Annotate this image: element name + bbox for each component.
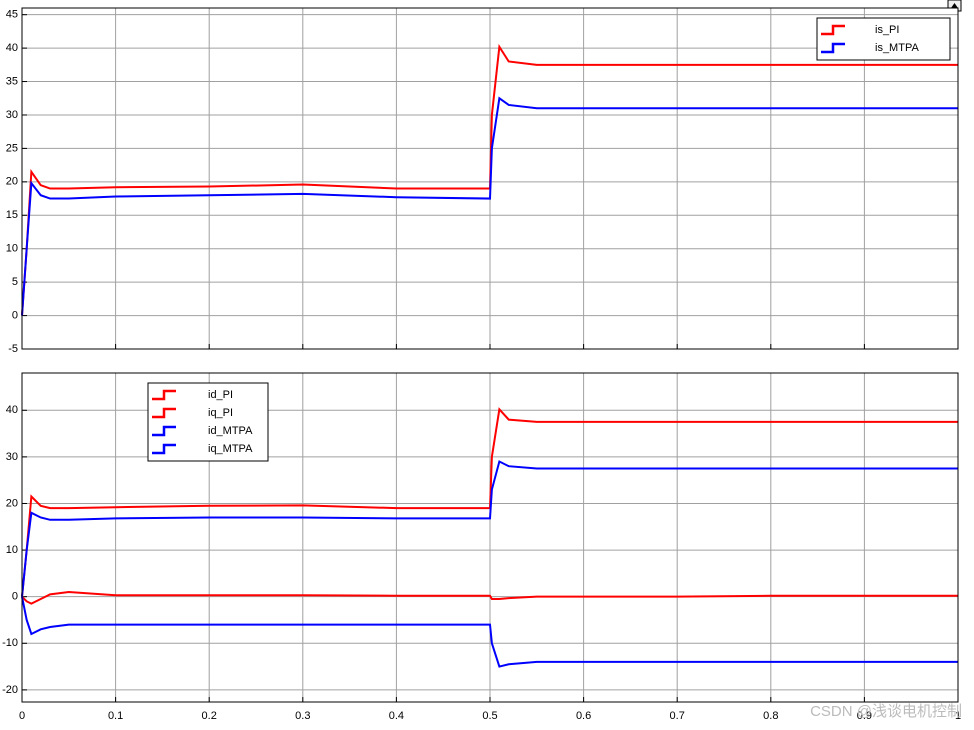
y-tick-label: -10 — [2, 637, 18, 649]
y-tick-label: 40 — [6, 42, 18, 54]
y-tick-label: -20 — [2, 684, 18, 696]
y-tick-label: 15 — [6, 209, 18, 221]
legend-swatch — [821, 24, 845, 36]
y-tick-label: 30 — [6, 109, 18, 121]
watermark: CSDN @浅谈电机控制 — [810, 703, 962, 720]
legend-label: iq_MTPA — [208, 443, 253, 455]
x-tick-label: 0.5 — [482, 710, 497, 722]
x-tick-label: 0.2 — [202, 710, 217, 722]
legend-label: is_PI — [875, 24, 899, 36]
y-tick-label: 5 — [12, 276, 18, 288]
legend: id_PI iq_PI id_MTPA iq_MTPA — [147, 382, 269, 462]
x-tick-label: 0.1 — [108, 710, 123, 722]
x-tick-label: 0.6 — [576, 710, 591, 722]
legend-swatch — [152, 407, 176, 419]
restore-icon — [951, 3, 958, 8]
data-line — [21, 591, 958, 605]
legend-swatch — [152, 389, 176, 401]
x-tick-label: 0 — [19, 710, 25, 722]
y-tick-label: 35 — [6, 75, 18, 87]
data-line — [21, 460, 958, 597]
y-tick-label: 20 — [6, 497, 18, 509]
y-tick-label: 30 — [6, 451, 18, 463]
legend-swatch — [152, 443, 176, 455]
legend-label: id_PI — [208, 389, 233, 401]
data-line — [21, 407, 958, 597]
axes-frame — [21, 7, 959, 350]
legend-box — [147, 382, 269, 462]
y-tick-label: 0 — [12, 591, 18, 603]
legend-swatch — [152, 425, 176, 437]
x-tick-label: 0.8 — [763, 710, 778, 722]
y-tick-label: -5 — [8, 343, 18, 355]
x-tick-label: 0.7 — [670, 710, 685, 722]
y-tick-label: 40 — [6, 404, 18, 416]
legend-label: iq_PI — [208, 407, 233, 419]
legend-label: is_MTPA — [875, 42, 919, 54]
data-line — [21, 43, 958, 316]
x-tick-label: 0.9 — [857, 710, 872, 722]
legend-swatch — [821, 42, 845, 54]
y-tick-label: 20 — [6, 176, 18, 188]
x-tick-label: 0.3 — [295, 710, 310, 722]
y-tick-label: 10 — [6, 544, 18, 556]
data-line — [21, 96, 958, 316]
y-tick-label: 45 — [6, 9, 18, 21]
y-tick-label: 10 — [6, 243, 18, 255]
x-tick-label: 1 — [955, 710, 961, 722]
axes-frame — [21, 372, 959, 703]
y-tick-label: 25 — [6, 142, 18, 154]
data-line — [21, 596, 958, 668]
legend: is_PI is_MTPA — [816, 17, 951, 61]
x-tick-label: 0.4 — [389, 710, 404, 722]
y-tick-label: 0 — [12, 309, 18, 321]
legend-label: id_MTPA — [208, 425, 253, 437]
